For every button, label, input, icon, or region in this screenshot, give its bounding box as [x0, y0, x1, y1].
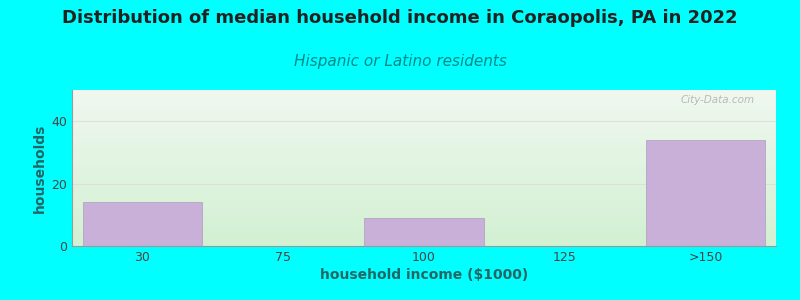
Bar: [646, 140, 766, 246]
Bar: [364, 218, 484, 246]
Y-axis label: households: households: [33, 123, 47, 213]
Text: City-Data.com: City-Data.com: [681, 95, 755, 105]
X-axis label: household income ($1000): household income ($1000): [320, 268, 528, 282]
Bar: [82, 202, 202, 246]
Text: Distribution of median household income in Coraopolis, PA in 2022: Distribution of median household income …: [62, 9, 738, 27]
Text: Hispanic or Latino residents: Hispanic or Latino residents: [294, 54, 506, 69]
